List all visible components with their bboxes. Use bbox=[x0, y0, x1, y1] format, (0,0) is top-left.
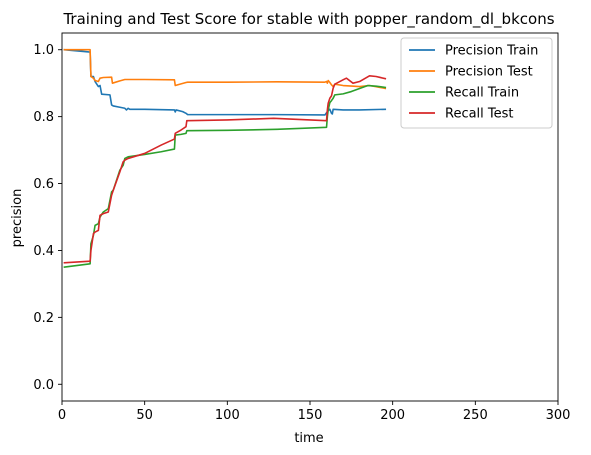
x-tick-label: 250 bbox=[463, 408, 488, 423]
x-tick-label: 150 bbox=[298, 408, 323, 423]
y-tick-label: 0.6 bbox=[33, 177, 54, 192]
series-line-0 bbox=[63, 48, 387, 116]
y-tick-label: 0.4 bbox=[33, 244, 54, 259]
series-line-3 bbox=[63, 75, 387, 264]
series-line-1 bbox=[63, 48, 387, 90]
legend-label-2: Recall Train bbox=[445, 86, 519, 101]
x-tick-label: 0 bbox=[58, 408, 66, 423]
y-tick-label: 0.2 bbox=[33, 311, 54, 326]
x-tick-label: 100 bbox=[215, 408, 240, 423]
legend: Precision Train Precision Test Recall Trai… bbox=[400, 37, 553, 129]
axis-ticks: 0 50 100 150 200 250 300 0.0 0.2 0.4 0.6 0.8 1.0 bbox=[33, 43, 570, 423]
x-tick-label: 50 bbox=[136, 408, 153, 423]
legend-box bbox=[400, 37, 553, 129]
legend-label-1: Precision Test bbox=[445, 65, 533, 80]
y-tick-label: 0.8 bbox=[33, 110, 54, 125]
y-tick-label: 1.0 bbox=[33, 43, 54, 58]
chart-title: Training and Test Score for stable with … bbox=[62, 10, 554, 29]
y-axis-label: precision bbox=[10, 189, 25, 248]
legend-label-0: Precision Train bbox=[445, 44, 538, 59]
x-axis-label: time bbox=[294, 431, 323, 446]
y-tick-label: 0.0 bbox=[33, 378, 54, 393]
x-tick-label: 200 bbox=[380, 408, 405, 423]
series-line-2 bbox=[63, 84, 387, 268]
x-tick-label: 300 bbox=[546, 408, 571, 423]
legend-label-3: Recall Test bbox=[445, 107, 514, 122]
